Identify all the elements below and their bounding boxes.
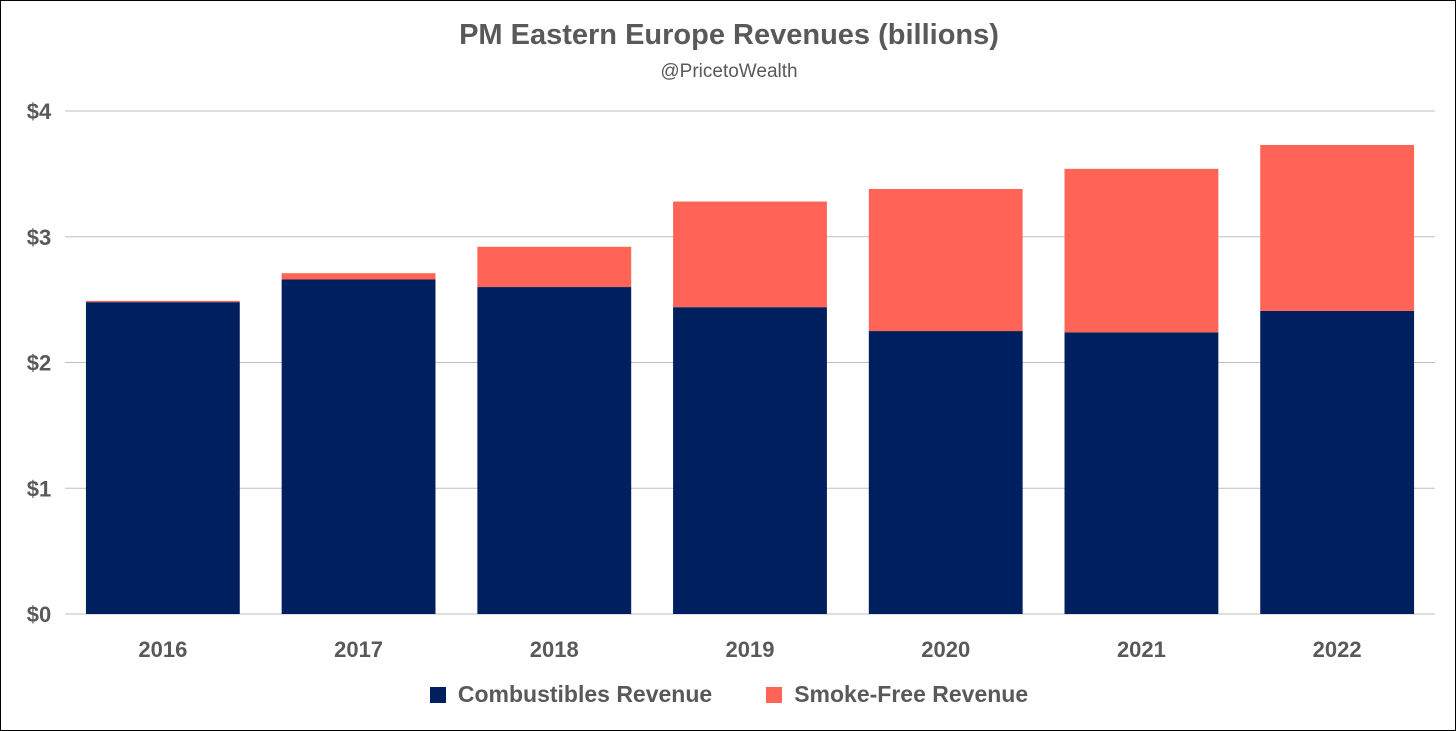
x-tick-label: 2019 (726, 637, 775, 662)
legend-label-combustibles: Combustibles Revenue (457, 681, 713, 707)
bar-smoke-free-2020 (868, 188, 1023, 332)
y-tick-label: $1 (27, 476, 51, 501)
legend-item-combustibles: Combustibles Revenue (429, 681, 713, 708)
bar-combustibles-2020 (868, 331, 1023, 614)
legend: Combustibles Revenue Smoke-Free Revenue (1, 681, 1456, 708)
bar-smoke-free-2016 (85, 300, 240, 303)
x-tick-label: 2017 (334, 637, 383, 662)
bar-combustibles-2017 (281, 279, 436, 614)
x-tick-label: 2016 (138, 637, 187, 662)
bar-combustibles-2021 (1064, 332, 1219, 614)
y-tick-label: $3 (27, 225, 51, 250)
bar-smoke-free-2019 (673, 201, 827, 308)
bar-smoke-free-2021 (1064, 168, 1219, 333)
bar-smoke-free-2018 (477, 246, 632, 288)
y-tick-label: $0 (27, 602, 51, 627)
bar-combustibles-2019 (673, 307, 827, 614)
axes: $0 $1 $2 $3 $4 2016 2017 2018 2019 2020 2021 2022 (27, 99, 1362, 662)
bars (85, 144, 1415, 614)
y-tick-label: $2 (27, 351, 51, 376)
chart-title: PM Eastern Europe Revenues (billions) (459, 19, 999, 51)
bar-combustibles-2018 (477, 287, 632, 614)
legend-label-smoke-free: Smoke-Free Revenue (794, 681, 1029, 707)
bar-smoke-free-2017 (281, 273, 436, 280)
bar-combustibles-2016 (85, 302, 240, 614)
bar-combustibles-2022 (1260, 310, 1415, 614)
y-tick-label: $4 (27, 99, 52, 124)
x-tick-label: 2020 (921, 637, 970, 662)
legend-swatch-smoke-free (766, 686, 783, 703)
x-tick-label: 2018 (530, 637, 579, 662)
bar-smoke-free-2022 (1260, 144, 1415, 311)
chart-subtitle: @PricetoWealth (660, 61, 798, 82)
legend-swatch-combustibles (429, 686, 446, 703)
x-tick-label: 2021 (1117, 637, 1166, 662)
legend-item-smoke-free: Smoke-Free Revenue (766, 681, 1028, 708)
x-tick-label: 2022 (1313, 637, 1362, 662)
